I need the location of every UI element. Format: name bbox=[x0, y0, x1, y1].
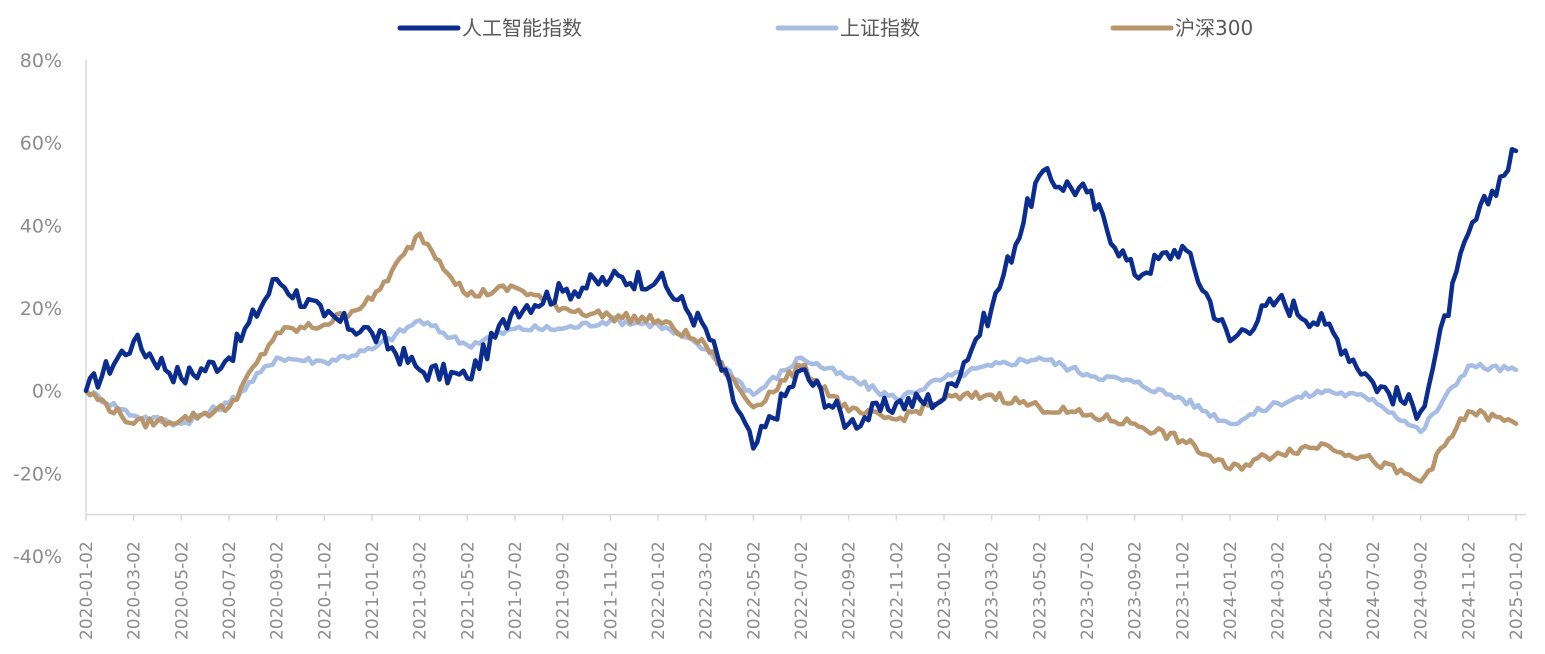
x-axis: 2020-01-02 2020-03-02 2020-05-02 2020-07-02… bbox=[77, 513, 1527, 640]
x-tick-label: 2024-09-02 bbox=[1412, 541, 1432, 640]
plot-area bbox=[83, 146, 1519, 484]
x-tick-label: 2023-05-02 bbox=[1030, 541, 1050, 640]
y-tick-label: 40% bbox=[20, 215, 62, 237]
x-tick-label: 2023-07-02 bbox=[1078, 541, 1098, 640]
y-axis: 80% 60% 40% 20% 0% -20% -40% bbox=[13, 50, 87, 568]
x-tick-label: 2021-07-02 bbox=[506, 541, 526, 640]
x-tick-label: 2022-09-02 bbox=[840, 541, 860, 640]
x-tick-label: 2024-11-02 bbox=[1459, 541, 1479, 640]
x-tick-label: 2020-03-02 bbox=[125, 541, 145, 640]
x-tick-label: 2022-11-02 bbox=[887, 541, 907, 640]
x-tick-label: 2024-07-02 bbox=[1364, 541, 1384, 640]
legend-item-1: 人工智能指数 bbox=[397, 16, 582, 40]
x-tick-label: 2024-03-02 bbox=[1269, 541, 1289, 640]
x-tick-label: 2023-09-02 bbox=[1126, 541, 1146, 640]
y-tick-label: 60% bbox=[20, 133, 62, 155]
x-tick-label: 2024-05-02 bbox=[1316, 541, 1336, 640]
x-tick-label: 2021-11-02 bbox=[601, 541, 621, 640]
x-tick-label: 2022-05-02 bbox=[744, 541, 764, 640]
legend-item-2: 上证指数 bbox=[775, 16, 920, 40]
x-tick-label: 2021-01-02 bbox=[363, 541, 383, 640]
x-tick-label: 2024-01-02 bbox=[1221, 541, 1241, 640]
x-tick-label: 2022-01-02 bbox=[649, 541, 669, 640]
x-tick-label: 2020-09-02 bbox=[268, 541, 288, 640]
x-tick-label: 2023-01-02 bbox=[935, 541, 955, 640]
x-tick-label: 2023-03-02 bbox=[983, 541, 1003, 640]
x-tick-label: 2022-03-02 bbox=[697, 541, 717, 640]
y-tick-label: 0% bbox=[32, 381, 62, 403]
legend-item-3: 沪深300 bbox=[1110, 16, 1253, 40]
series-line-2 bbox=[83, 315, 1519, 435]
legend-label: 沪深300 bbox=[1175, 16, 1253, 40]
series-line-3 bbox=[83, 231, 1519, 484]
x-tick-label: 2020-05-02 bbox=[172, 541, 192, 640]
y-tick-label: -20% bbox=[13, 463, 62, 485]
x-tick-label: 2021-09-02 bbox=[554, 541, 574, 640]
y-tick-label: 80% bbox=[20, 50, 62, 72]
x-tick-label: 2021-03-02 bbox=[411, 541, 431, 640]
x-tick-label: 2021-05-02 bbox=[458, 541, 478, 640]
legend-label: 人工智能指数 bbox=[462, 16, 582, 40]
x-tick-label: 2022-07-02 bbox=[792, 541, 812, 640]
legend-label: 上证指数 bbox=[840, 16, 920, 40]
y-tick-label: -40% bbox=[13, 546, 62, 568]
y-tick-label: 20% bbox=[20, 298, 62, 320]
x-tick-label: 2025-01-02 bbox=[1507, 541, 1527, 640]
series-line-1 bbox=[83, 146, 1519, 451]
x-tick-label: 2020-11-02 bbox=[315, 541, 335, 640]
x-tick-label: 2020-01-02 bbox=[77, 541, 97, 640]
x-tick-label: 2023-11-02 bbox=[1173, 541, 1193, 640]
x-tick-label: 2020-07-02 bbox=[220, 541, 240, 640]
legend: 人工智能指数 上证指数 沪深300 bbox=[397, 16, 1253, 40]
